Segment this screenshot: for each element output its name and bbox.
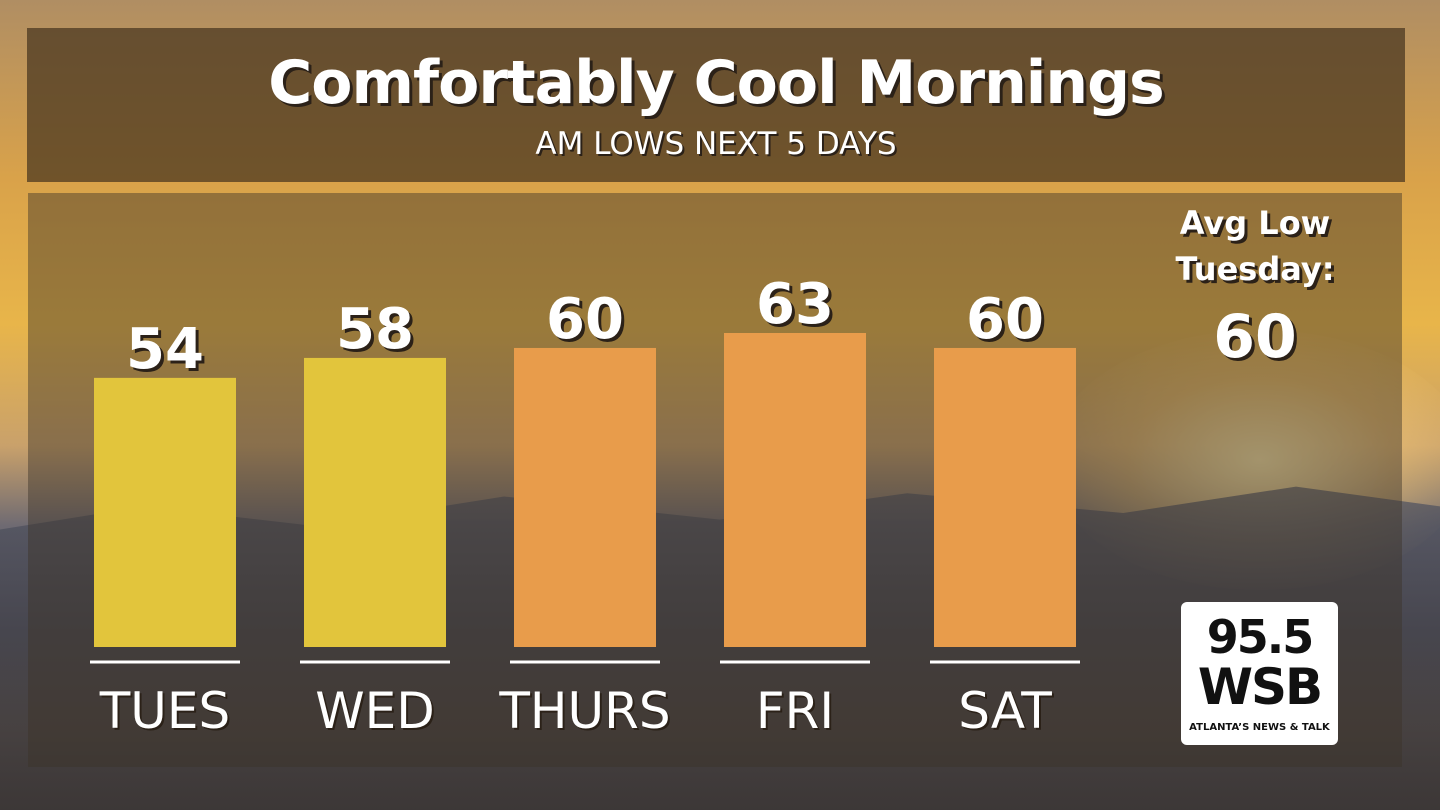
chart-panel: [28, 193, 1402, 767]
annotation-label: Avg Low Tuesday:: [1175, 204, 1335, 288]
x-tick-label: FRI: [756, 682, 834, 740]
bar: [514, 347, 656, 647]
chart-subtitle: AM LOWS NEXT 5 DAYS: [535, 126, 897, 162]
annotation-value: 60: [1213, 302, 1297, 372]
x-tick-label: SAT: [960, 684, 1054, 742]
value-label: 54: [126, 317, 204, 382]
chart-title: Comfortably Cool Mornings: [268, 48, 1164, 118]
bar: [304, 357, 446, 647]
logo-call-sign: WSB: [1197, 658, 1323, 716]
title-band: [27, 28, 1405, 182]
value-label: 60: [546, 287, 624, 352]
value-label: 58: [339, 300, 417, 365]
value-label: 54: [129, 320, 207, 385]
value-label: 63: [759, 275, 837, 340]
x-tick-label: WED: [317, 684, 437, 742]
value-label: 63: [756, 272, 834, 337]
x-tick-label: SAT: [958, 682, 1052, 740]
x-tick-label: TUES: [101, 684, 232, 742]
x-tick-label: FRI: [758, 684, 836, 742]
x-tick-label: TUES: [99, 682, 230, 740]
value-label: 60: [549, 290, 627, 355]
value-label: 60: [966, 287, 1044, 352]
station-logo: 95.5 WSB ATLANTA’S NEWS & TALK: [1181, 602, 1338, 745]
bar: [94, 377, 236, 647]
x-tick-label: THURS: [498, 682, 670, 740]
logo-frequency: 95.5: [1206, 610, 1315, 664]
x-tick-label: WED: [315, 682, 435, 740]
logo-tagline: ATLANTA’S NEWS & TALK: [1189, 722, 1330, 733]
bar: [934, 347, 1076, 647]
bar: [724, 333, 866, 647]
value-label: 58: [336, 297, 414, 362]
value-label: 60: [969, 290, 1047, 355]
x-tick-label: THURS: [500, 684, 672, 742]
